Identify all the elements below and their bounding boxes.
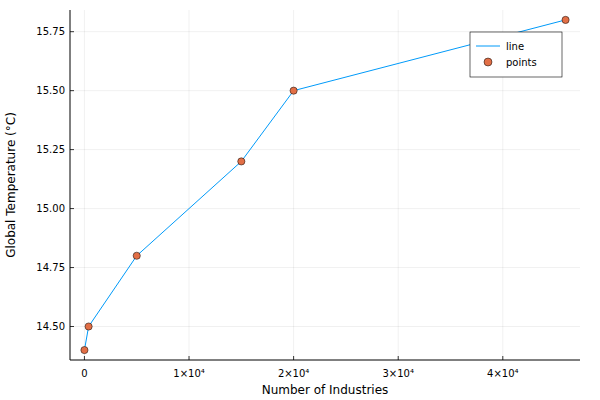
grid-line bbox=[293, 10, 294, 360]
grid-line bbox=[398, 10, 399, 360]
tick bbox=[70, 90, 74, 91]
tick bbox=[84, 356, 85, 360]
point bbox=[562, 16, 569, 23]
y-axis-label: Global Temperature (°C) bbox=[4, 112, 18, 258]
legend-label: line bbox=[506, 41, 524, 52]
tick-label: 14.75 bbox=[36, 262, 65, 273]
tick bbox=[502, 356, 503, 360]
grid-line bbox=[84, 10, 85, 360]
point bbox=[85, 323, 92, 330]
tick bbox=[293, 356, 294, 360]
tick bbox=[70, 31, 74, 32]
legend-swatch bbox=[476, 46, 500, 47]
tick bbox=[70, 149, 74, 150]
tick bbox=[70, 208, 74, 209]
grid-line bbox=[70, 326, 580, 327]
tick-label: 2×10⁴ bbox=[278, 368, 309, 379]
legend: line points bbox=[470, 32, 562, 77]
tick-label: 0 bbox=[81, 368, 87, 379]
point bbox=[238, 158, 245, 165]
grid-line bbox=[70, 267, 580, 268]
tick bbox=[189, 356, 190, 360]
series-line bbox=[84, 20, 565, 350]
background bbox=[0, 0, 600, 400]
tick bbox=[70, 326, 74, 327]
tick-label: 15.25 bbox=[36, 144, 65, 155]
tick-label: 1×10⁴ bbox=[173, 368, 204, 379]
chart: 0 1×10⁴ 2×10⁴ 3×10⁴ 4×10⁴ 14.50 14.75 15.00 15.2… bbox=[0, 0, 600, 400]
y-axis bbox=[70, 10, 71, 360]
legend-box bbox=[470, 32, 562, 77]
grid-line bbox=[189, 10, 190, 360]
legend-label: points bbox=[506, 57, 537, 68]
plot-area bbox=[81, 16, 569, 353]
x-axis-label: Number of Industries bbox=[262, 383, 389, 397]
tick-label: 15.75 bbox=[36, 26, 65, 37]
point bbox=[81, 346, 88, 353]
tick-label: 14.50 bbox=[36, 321, 65, 332]
tick-label: 4×10⁴ bbox=[487, 368, 518, 379]
grid-line bbox=[70, 149, 580, 150]
grid-line bbox=[70, 90, 580, 91]
tick-label: 15.50 bbox=[36, 85, 65, 96]
tick-label: 3×10⁴ bbox=[382, 368, 413, 379]
x-axis bbox=[70, 360, 580, 361]
grid-line bbox=[70, 208, 580, 209]
legend-swatch bbox=[484, 58, 492, 66]
tick-label: 15.00 bbox=[36, 203, 65, 214]
point bbox=[133, 252, 140, 259]
tick bbox=[398, 356, 399, 360]
tick bbox=[70, 267, 74, 268]
point bbox=[290, 87, 297, 94]
